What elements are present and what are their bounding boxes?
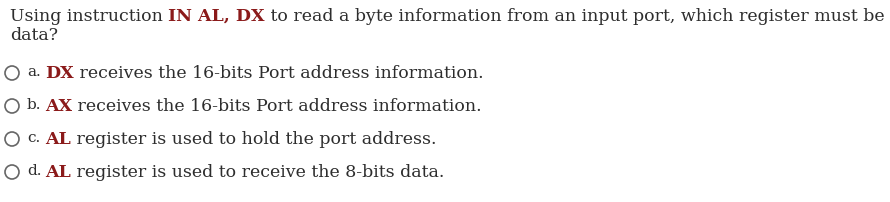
Text: DX: DX xyxy=(45,65,74,82)
Text: Using instruction: Using instruction xyxy=(10,8,168,25)
Text: AX: AX xyxy=(45,98,72,115)
Text: AL: AL xyxy=(45,131,70,148)
Text: b.: b. xyxy=(27,98,42,112)
Text: data?: data? xyxy=(10,27,58,44)
Text: IN AL, DX: IN AL, DX xyxy=(168,8,265,25)
Text: a.: a. xyxy=(27,65,41,79)
Text: c.: c. xyxy=(27,131,40,145)
Text: register is used to receive the 8-bits data.: register is used to receive the 8-bits d… xyxy=(70,164,444,181)
Text: register is used to hold the port address.: register is used to hold the port addres… xyxy=(70,131,436,148)
Text: receives the 16-bits Port address information.: receives the 16-bits Port address inform… xyxy=(74,65,483,82)
Text: to read a byte information from an input port, which register must be used to re: to read a byte information from an input… xyxy=(265,8,890,25)
Text: receives the 16-bits Port address information.: receives the 16-bits Port address inform… xyxy=(72,98,481,115)
Text: AL: AL xyxy=(45,164,70,181)
Text: d.: d. xyxy=(27,164,42,178)
